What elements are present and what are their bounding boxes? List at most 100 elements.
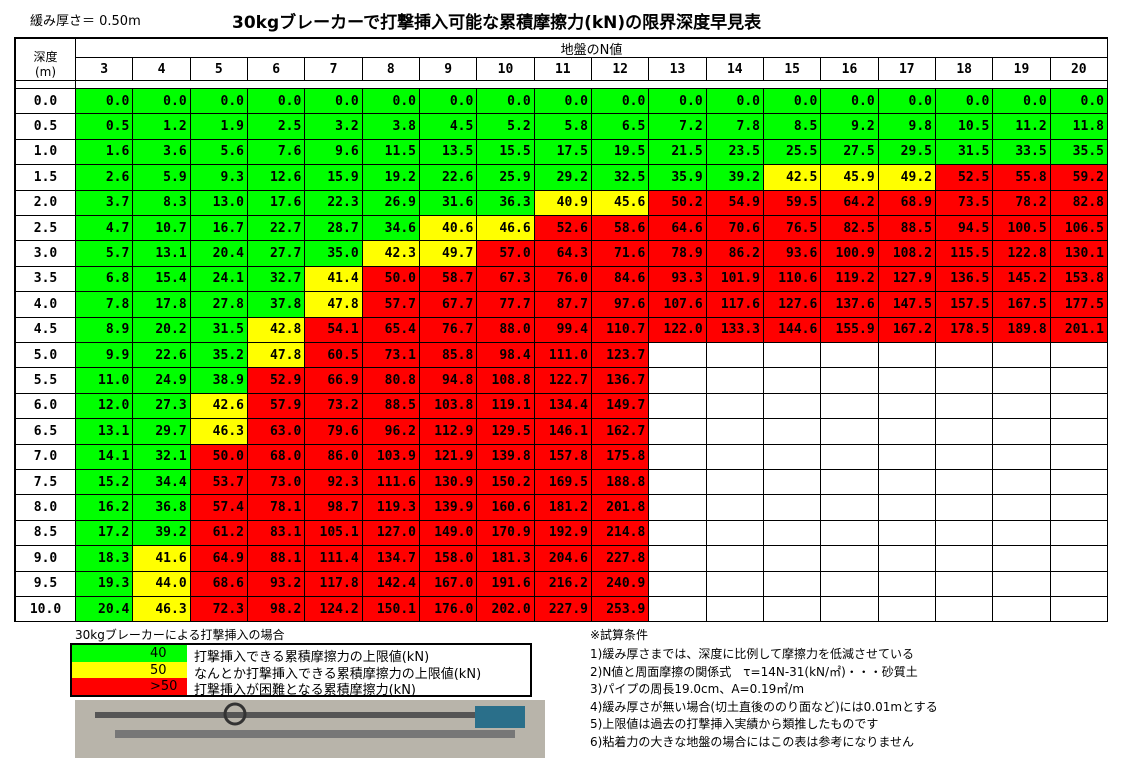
value-cell: 117.6 — [705, 291, 764, 318]
value-cell: 59.5 — [763, 189, 822, 216]
value-cell — [648, 545, 707, 572]
value-cell: 8.9 — [75, 316, 134, 343]
value-cell: 0.0 — [1049, 88, 1108, 115]
value-cell: 0.0 — [419, 88, 478, 115]
value-cell: 26.9 — [361, 189, 420, 216]
n-value: 5 — [189, 57, 248, 81]
value-cell: 41.4 — [304, 265, 363, 293]
value-cell: 41.6 — [132, 545, 191, 572]
value-cell: 59.2 — [1049, 164, 1108, 191]
value-cell: 107.6 — [648, 291, 707, 318]
value-cell: 36.3 — [476, 189, 535, 216]
value-cell: 80.8 — [361, 367, 420, 394]
value-cell: 53.7 — [189, 469, 248, 496]
value-cell: 13.0 — [189, 189, 248, 216]
value-cell: 71.6 — [591, 240, 650, 267]
value-cell: 5.8 — [533, 113, 592, 140]
value-cell — [820, 418, 879, 445]
depth-cell: 7.0 — [14, 443, 76, 470]
value-cell: 25.9 — [476, 164, 535, 191]
photo — [75, 700, 545, 758]
depth-cell: 2.0 — [14, 189, 76, 216]
value-cell: 46.3 — [189, 418, 248, 445]
value-cell: 15.4 — [132, 265, 191, 293]
value-cell: 22.7 — [247, 215, 306, 242]
value-cell — [763, 570, 822, 597]
n-value: 9 — [419, 57, 478, 81]
depth-cell: 1.0 — [14, 138, 76, 166]
value-cell: 201.8 — [591, 494, 650, 521]
value-cell: 45.9 — [820, 164, 879, 191]
value-cell: 106.5 — [1049, 215, 1108, 242]
value-cell: 29.5 — [877, 138, 936, 166]
value-cell — [763, 392, 822, 420]
value-cell: 88.0 — [476, 316, 535, 343]
value-cell: 72.3 — [189, 596, 248, 623]
value-cell: 27.7 — [247, 240, 306, 267]
value-cell: 9.9 — [75, 342, 134, 369]
value-cell: 21.5 — [648, 138, 707, 166]
value-cell: 149.0 — [419, 519, 478, 547]
n-value: 13 — [648, 57, 707, 81]
value-cell: 7.8 — [75, 291, 134, 318]
value-cell — [705, 469, 764, 496]
value-cell: 134.4 — [533, 392, 592, 420]
value-cell: 110.6 — [763, 265, 822, 293]
value-cell — [648, 367, 707, 394]
value-cell: 70.6 — [705, 215, 764, 242]
value-cell: 68.9 — [877, 189, 936, 216]
value-cell — [935, 392, 994, 420]
value-cell: 52.6 — [533, 215, 592, 242]
value-cell: 92.3 — [304, 469, 363, 496]
value-cell: 33.5 — [992, 138, 1051, 166]
value-cell — [935, 418, 994, 445]
value-cell — [705, 519, 764, 547]
value-cell: 112.9 — [419, 418, 478, 445]
value-cell: 227.8 — [591, 545, 650, 572]
value-cell: 3.2 — [304, 113, 363, 140]
value-cell: 0.0 — [591, 88, 650, 115]
value-cell: 18.3 — [75, 545, 134, 572]
value-cell: 8.5 — [763, 113, 822, 140]
value-cell: 67.3 — [476, 265, 535, 293]
value-cell: 20.4 — [75, 596, 134, 623]
value-cell — [992, 519, 1051, 547]
value-cell — [992, 570, 1051, 597]
value-cell — [648, 392, 707, 420]
depth-cell: 5.0 — [14, 342, 76, 369]
value-cell: 142.4 — [361, 570, 420, 597]
value-cell — [877, 494, 936, 521]
value-cell: 167.2 — [877, 316, 936, 343]
value-cell: 4.5 — [419, 113, 478, 140]
value-cell: 133.3 — [705, 316, 764, 343]
value-cell: 39.2 — [705, 164, 764, 191]
depth-header-text: (m) — [34, 65, 57, 79]
value-cell: 4.7 — [75, 215, 134, 242]
title: 30kgブレーカーで打撃挿入可能な累積摩擦力(kN)の限界深度早見表 — [232, 13, 762, 33]
value-cell: 153.8 — [1049, 265, 1108, 293]
value-cell: 149.7 — [591, 392, 650, 420]
value-cell: 86.2 — [705, 240, 764, 267]
n-header: 地盤のN値 — [75, 37, 1108, 58]
value-cell — [992, 367, 1051, 394]
value-cell: 122.8 — [992, 240, 1051, 267]
value-cell: 42.6 — [189, 392, 248, 420]
value-cell: 176.0 — [419, 596, 478, 623]
value-cell: 40.6 — [419, 215, 478, 242]
n-value: 17 — [877, 57, 936, 81]
value-cell — [877, 367, 936, 394]
value-cell: 100.9 — [820, 240, 879, 267]
legend-label: なんとか打撃挿入できる累積摩擦力の上限値(kN) — [194, 666, 482, 682]
value-cell: 5.9 — [132, 164, 191, 191]
value-cell: 37.8 — [247, 291, 306, 318]
value-cell: 9.8 — [877, 113, 936, 140]
value-cell — [763, 494, 822, 521]
value-cell: 57.7 — [361, 291, 420, 318]
value-cell: 44.0 — [132, 570, 191, 597]
value-cell: 253.9 — [591, 596, 650, 623]
value-cell: 5.7 — [75, 240, 134, 267]
value-cell: 17.6 — [247, 189, 306, 216]
value-cell: 150.1 — [361, 596, 420, 623]
value-cell — [877, 519, 936, 547]
value-cell — [1049, 596, 1108, 623]
